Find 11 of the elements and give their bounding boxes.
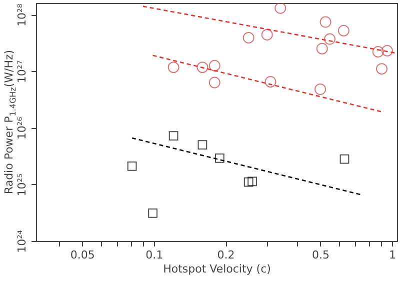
y-tick-label: 10²⁷ [16, 60, 28, 84]
y-tick-label: 10²⁵ [16, 173, 28, 196]
x-tick-label: 0.05 [70, 248, 95, 262]
y-tick-label: 10²⁸ [16, 3, 28, 26]
x-axis-title: Hotspot Velocity (c) [163, 262, 271, 276]
y-tick-label: 10²⁴ [16, 230, 28, 253]
y-tick-label: 10²⁶ [16, 116, 28, 140]
x-tick-label: 0.2 [217, 248, 235, 262]
x-tick-label: 0.1 [146, 248, 164, 262]
x-tick-label: 0.5 [312, 248, 330, 262]
x-tick-label: 1 [388, 248, 396, 262]
